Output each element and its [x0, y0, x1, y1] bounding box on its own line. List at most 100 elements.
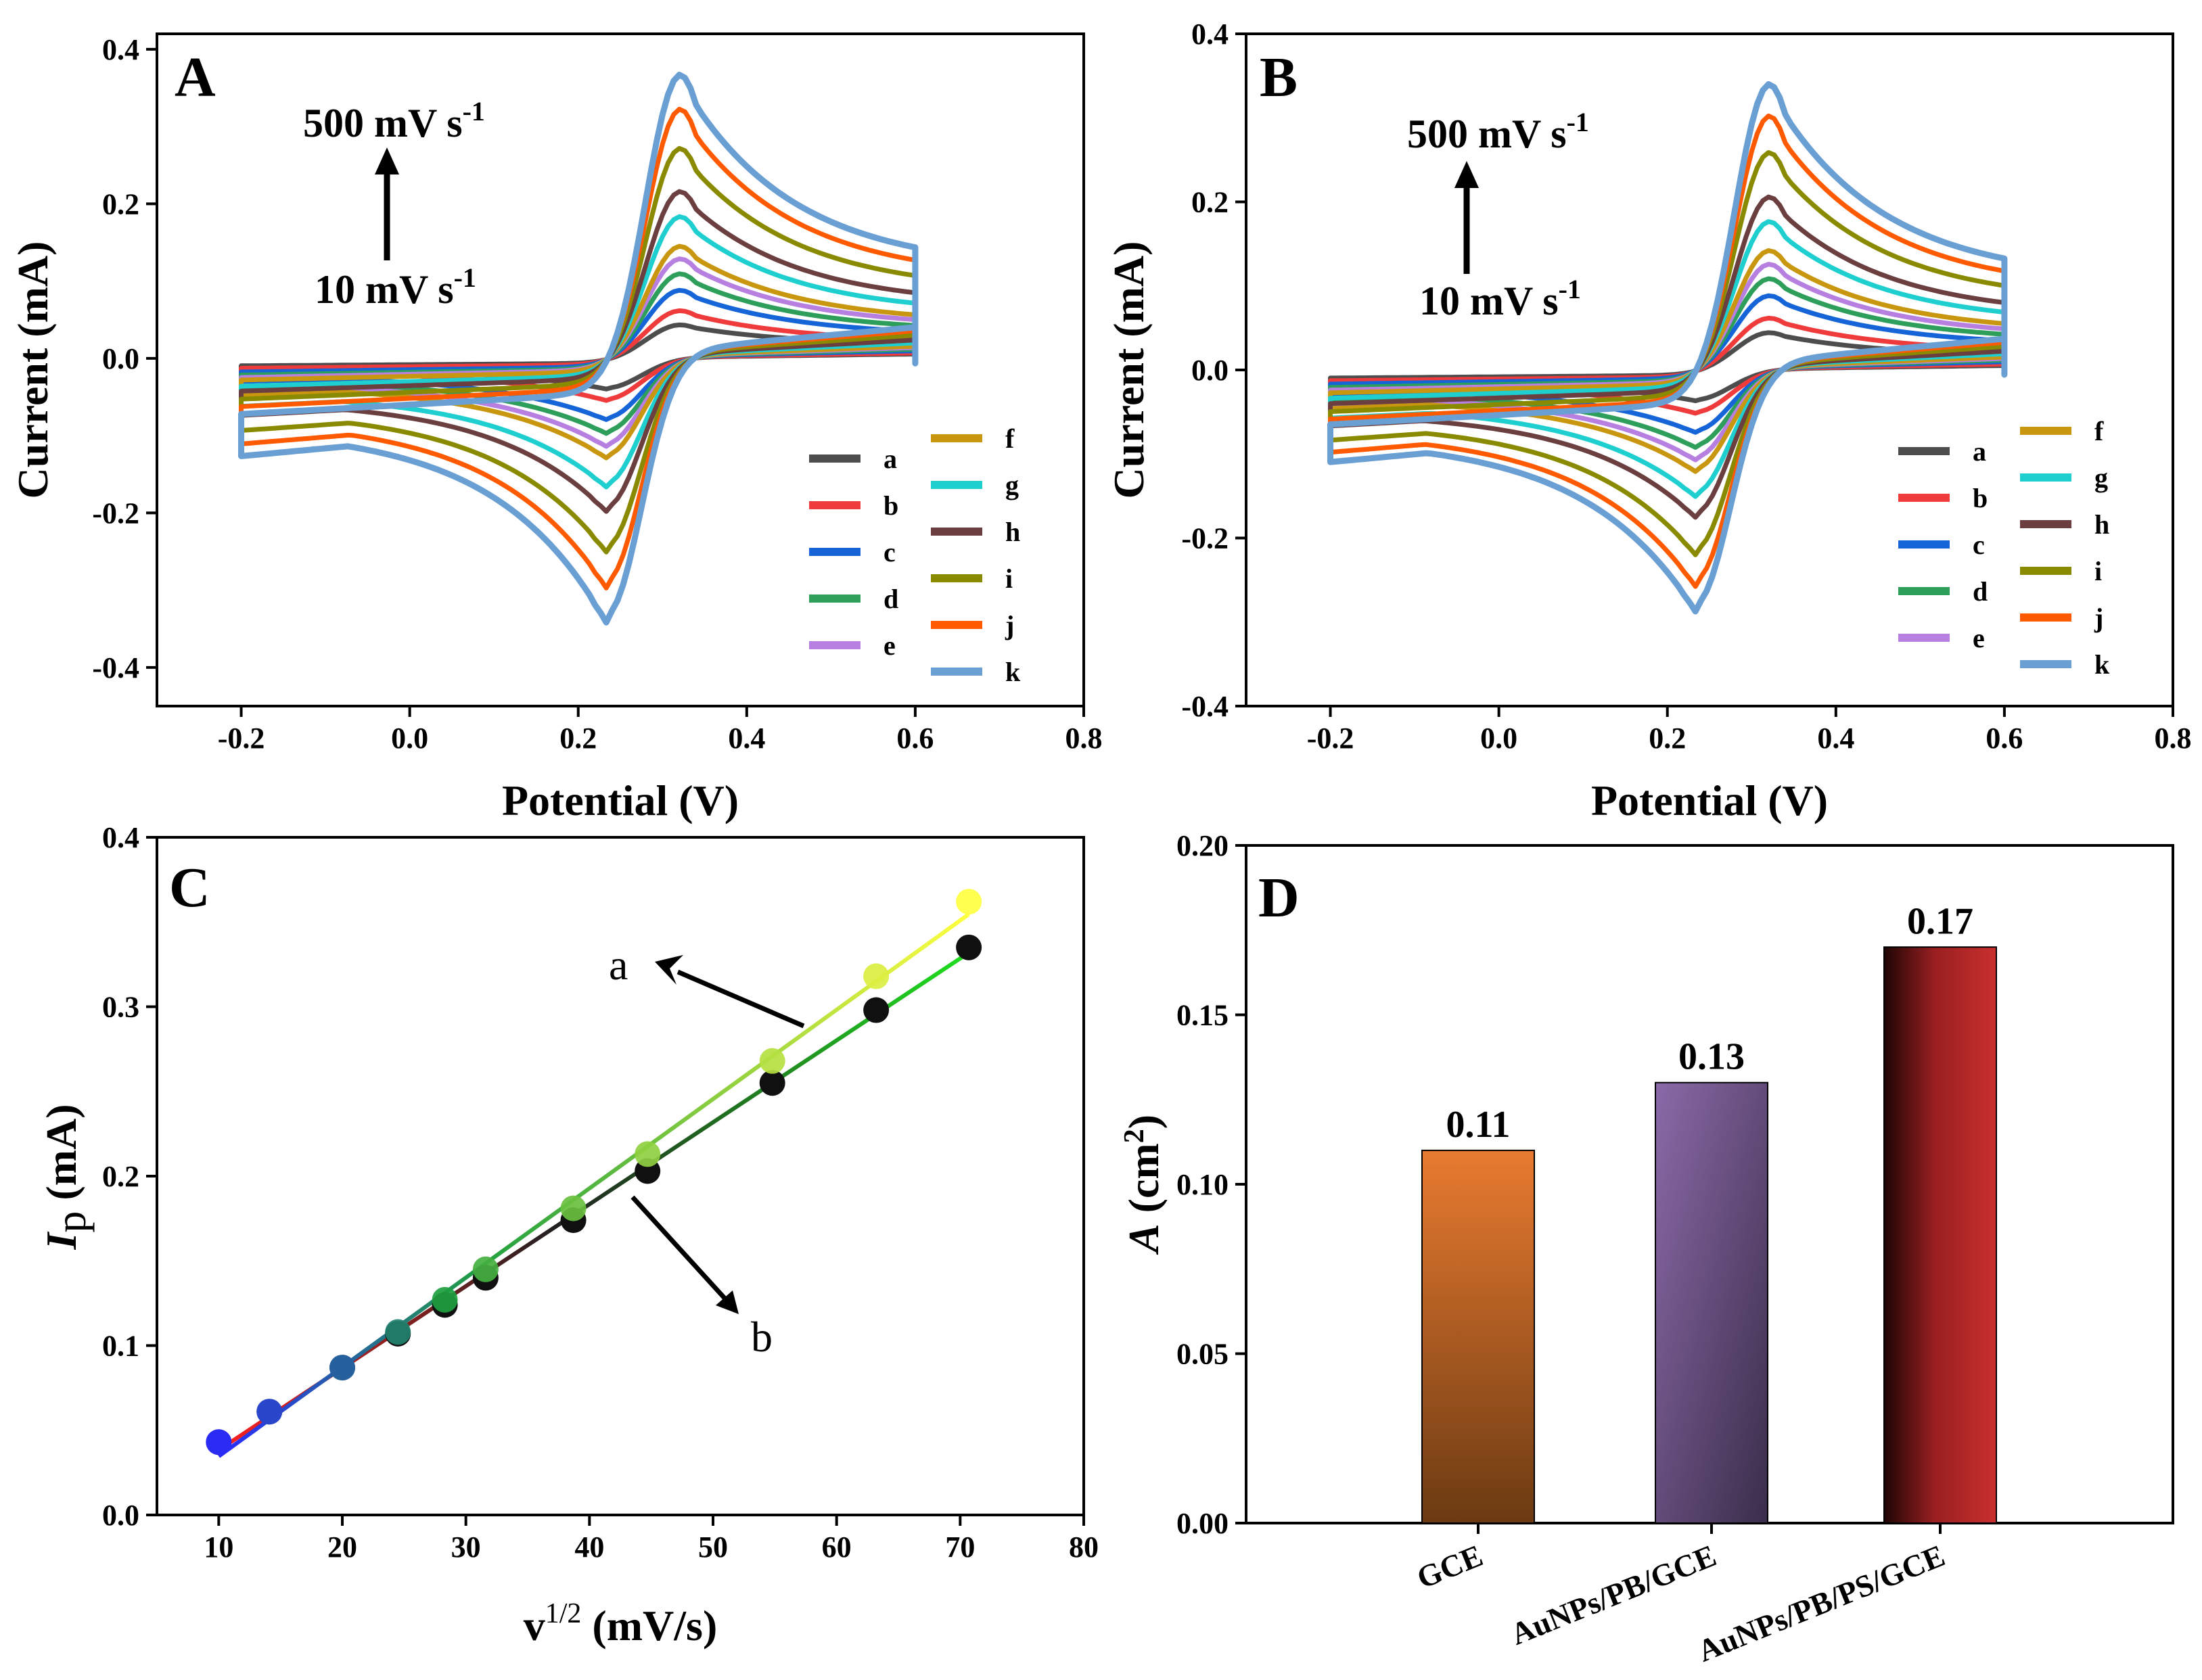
d-y-tick-label: 0.00 [1176, 1507, 1229, 1540]
panel-a-cv-plot: A -0.2 0.0 0.2 0.4 0.6 0.8 -0.4-0.20.00.20.4 … [9, 32, 1103, 824]
a-x-tick-label: -0.2 [218, 722, 265, 755]
panel-d-y-axis-label: A (cm2) [1119, 1115, 1168, 1255]
panel-c-arrow-b-head [716, 1290, 739, 1314]
panel-a-arrow-head [375, 147, 399, 174]
b-legend-label-b: b [1973, 483, 1988, 513]
c-x-tick-label: 30 [451, 1531, 481, 1564]
c-point-a [863, 963, 890, 989]
b-legend-label-g: g [2094, 463, 2108, 493]
c-x-tick-label: 60 [822, 1531, 852, 1564]
c-x-tick-label: 40 [574, 1531, 604, 1564]
c-point-a [759, 1048, 785, 1074]
a-legend-label-j: j [1005, 610, 1014, 640]
panel-a-y-ticks: -0.4 -0.2 0.0 0.2 0.4 [92, 33, 157, 684]
panel-c-letter: C [169, 856, 210, 919]
panel-a-annotation-500-exp: -1 [463, 96, 485, 126]
panel-b-annotation-500-text: 500 mV s [1407, 112, 1567, 156]
a-legend-label-b: b [884, 490, 898, 521]
a-legend-label-c: c [884, 537, 896, 567]
panel-d-y-axis-label-sup: 2 [1119, 1129, 1150, 1143]
panel-a-frame [156, 32, 1085, 707]
b-legend-label-c: c [1973, 530, 1985, 560]
b-x-tick-label: -0.2 [1307, 722, 1354, 755]
c-y-tick-label: 0.1 [102, 1330, 139, 1363]
a-legend-label-i: i [1005, 563, 1013, 594]
panel-c-arrow-a: a [609, 941, 805, 1029]
panel-c-arrow-a-head [655, 955, 683, 985]
panel-b-x-ticks: -0.2 0.0 0.2 0.4 0.6 0.8 [1307, 706, 2192, 755]
a-legend-label-d: d [884, 584, 898, 614]
b-legend-label-i: i [2094, 556, 2102, 586]
c-y-tick-label: 0.4 [102, 821, 139, 854]
a-legend-label-f: f [1005, 423, 1015, 454]
c-point-a [256, 1399, 283, 1425]
panel-c-y-axis-label: Ip (mA) [37, 1104, 95, 1250]
a-x-tick-label: 0.4 [728, 722, 765, 755]
c-point-a [206, 1429, 232, 1455]
panel-d-bars: 0.11 0.13 0.17 [1421, 900, 1997, 1524]
a-legend-label-a: a [884, 444, 897, 474]
panel-d-y-axis-label-close: ) [1120, 1115, 1168, 1129]
panel-d-y-ticks: 0.00 0.05 0.10 0.15 0.20 [1176, 829, 1246, 1540]
a-y-tick-label: -0.4 [92, 651, 139, 684]
c-point-a [560, 1195, 587, 1221]
b-x-tick-label: 0.2 [1649, 722, 1686, 755]
d-y-tick-label: 0.05 [1176, 1338, 1229, 1371]
c-point-a [385, 1319, 411, 1345]
panel-a-annotation-500: 500 mV s-1 [303, 96, 485, 145]
a-cv-curve-k [238, 72, 919, 626]
panel-c-y-axis-label-sub: p [47, 1211, 95, 1233]
a-x-tick-label: 0.0 [391, 722, 428, 755]
b-y-tick-label: 0.2 [1191, 186, 1229, 219]
d-bar-value-label: 0.11 [1446, 1104, 1511, 1146]
panel-c-y-axis-label-main: I [37, 1232, 85, 1251]
b-legend-label-k: k [2094, 649, 2110, 680]
c-y-tick-label: 0.0 [102, 1499, 139, 1532]
a-x-tick-label: 0.6 [896, 722, 934, 755]
panel-c-x-axis-label-main: v [524, 1602, 545, 1650]
a-y-tick-label: 0.2 [102, 187, 139, 220]
a-legend-label-e: e [884, 630, 896, 661]
b-y-tick-label: 0.4 [1191, 18, 1229, 51]
panel-b-annotation-10: 10 mV s-1 [1419, 274, 1581, 323]
c-x-tick-label: 50 [698, 1531, 728, 1564]
c-x-tick-label: 70 [945, 1531, 975, 1564]
d-bar-0 [1421, 1149, 1535, 1524]
d-y-tick-label: 0.10 [1176, 1168, 1229, 1201]
panel-c-plot-area [206, 889, 982, 1458]
d-y-tick-label: 0.20 [1176, 829, 1229, 862]
b-legend-label-d: d [1973, 576, 1988, 607]
b-x-tick-label: 0.4 [1817, 722, 1854, 755]
d-category-label: GCE [1412, 1538, 1488, 1595]
panel-a-annotation-10: 10 mV s-1 [315, 262, 476, 312]
d-bar-value-label: 0.17 [1907, 900, 1973, 942]
a-legend-label-g: g [1005, 470, 1019, 500]
panel-a-y-axis-label: Current (mA) [9, 241, 57, 499]
a-y-tick-label: -0.2 [92, 496, 139, 530]
panel-c-arrow-b-shaft [630, 1195, 731, 1305]
b-x-tick-label: 0.8 [2155, 722, 2192, 755]
c-point-a [635, 1141, 661, 1167]
panel-b-scan-rate-annotation: 500 mV s-1 10 mV s-1 [1407, 107, 1589, 323]
a-y-tick-label: 0.4 [102, 33, 139, 66]
panel-d-bar-chart: D 0.00 0.05 0.10 0.15 0.20 0.11 0.13 0.17 GCE A… [1119, 829, 2174, 1669]
b-legend-label-h: h [2094, 509, 2109, 540]
panel-b-annotation-10-exp: -1 [1559, 274, 1581, 304]
b-y-tick-label: -0.4 [1181, 690, 1229, 723]
b-legend-label-j: j [2094, 603, 2103, 633]
b-legend-label-f: f [2094, 416, 2104, 446]
b-cv-curve-h [1328, 194, 2007, 520]
panel-d-y-axis-label-main: A [1120, 1223, 1168, 1255]
panel-a-letter: A [175, 46, 216, 109]
c-x-tick-label: 80 [1069, 1531, 1099, 1564]
c-point-a [956, 889, 982, 915]
panel-b-y-axis-label: Current (mA) [1105, 241, 1153, 499]
d-bar-2 [1883, 946, 1997, 1524]
panel-a-annotation-10-exp: -1 [454, 262, 476, 293]
panel-a-curves [238, 72, 919, 626]
panel-c-frame [156, 836, 1085, 1516]
panel-b-annotation-500: 500 mV s-1 [1407, 107, 1589, 156]
